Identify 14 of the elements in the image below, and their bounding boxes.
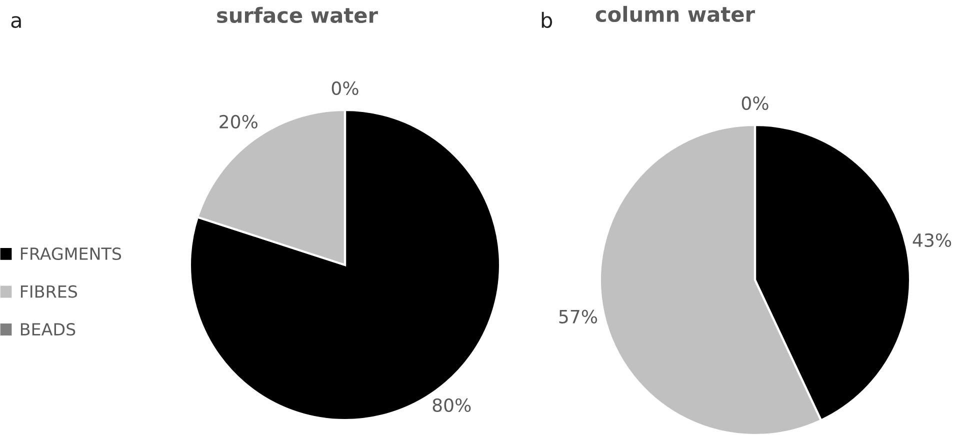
chart-title: surface water	[217, 6, 378, 24]
legend-label: FRAGMENTS	[20, 247, 122, 260]
data-label: 80%	[432, 398, 471, 412]
data-label: 57%	[559, 310, 598, 324]
legend-label: BEADS	[20, 323, 76, 336]
text: 0%	[742, 96, 768, 110]
data-label: 43%	[912, 233, 952, 248]
text: a	[11, 16, 21, 28]
legend-label: FIBRES	[20, 285, 78, 298]
pie-slice	[188, 108, 502, 422]
text: b	[542, 12, 552, 28]
text: 0%	[332, 81, 358, 96]
data-label: 20%	[220, 114, 258, 129]
chart-title: column water	[596, 6, 755, 22]
